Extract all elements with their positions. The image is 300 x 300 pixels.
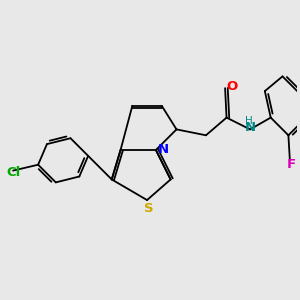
Text: H: H xyxy=(245,116,253,126)
Text: O: O xyxy=(226,80,237,93)
Text: N: N xyxy=(158,143,169,157)
Text: N: N xyxy=(244,121,256,134)
Text: S: S xyxy=(144,202,153,215)
Text: F: F xyxy=(287,158,296,171)
Text: Cl: Cl xyxy=(6,166,20,178)
